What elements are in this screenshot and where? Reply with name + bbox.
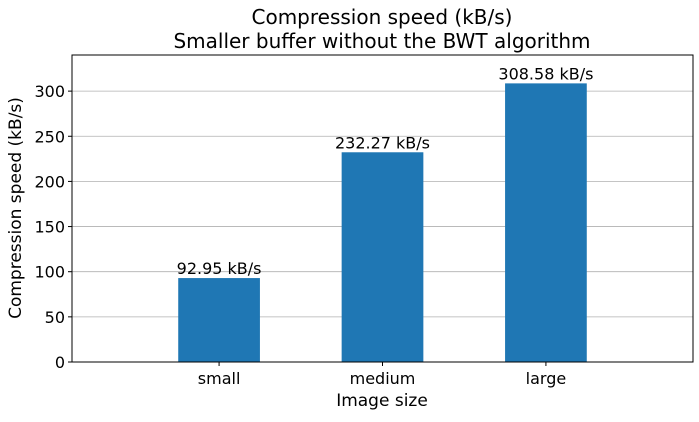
y-tick-label: 0	[55, 353, 65, 372]
x-axis-label: Image size	[336, 391, 428, 411]
data-label-medium: 232.27 kB/s	[335, 133, 430, 152]
x-tick-label-small: small	[198, 369, 241, 388]
x-tick-label-large: large	[526, 369, 567, 388]
data-label-small: 92.95 kB/s	[177, 259, 262, 278]
chart-title-line-1: Compression speed (kB/s)	[252, 5, 513, 29]
bars	[178, 83, 587, 362]
y-tick-label: 300	[34, 82, 65, 101]
bar-large	[505, 83, 587, 362]
plot-frame	[71, 54, 694, 363]
y-tick-label: 100	[34, 263, 65, 282]
data-labels: 92.95 kB/s 232.27 kB/s 308.58 kB/s	[177, 64, 594, 278]
data-label-large: 308.58 kB/s	[498, 64, 593, 83]
y-axis-label: Compression speed (kB/s)	[6, 97, 26, 319]
y-axis-ticks: 0 50 100 150 200 250 300	[34, 82, 72, 372]
y-tick-label: 50	[45, 308, 65, 327]
y-tick-label: 200	[34, 172, 65, 191]
y-tick-label: 250	[34, 127, 65, 146]
x-axis-ticks: small medium large	[198, 362, 566, 388]
x-tick-label-medium: medium	[350, 369, 416, 388]
chart-title-line-2: Smaller buffer without the BWT algorithm	[173, 29, 590, 53]
bar-medium	[341, 152, 424, 362]
bar-small	[178, 278, 260, 362]
y-tick-label: 150	[34, 218, 65, 237]
